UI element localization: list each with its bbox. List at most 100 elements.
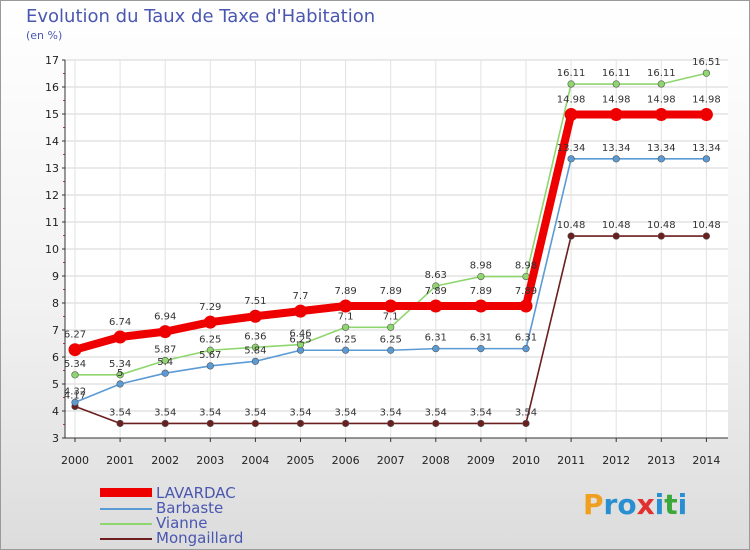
data-point-lavardac xyxy=(339,299,353,313)
data-label-vianne: 16.11 xyxy=(557,68,586,79)
data-label-vianne: 16.51 xyxy=(692,57,721,68)
x-tick-label: 2012 xyxy=(602,454,630,467)
legend-label-barbaste: Barbaste xyxy=(156,499,224,517)
x-tick-label: 2004 xyxy=(241,454,269,467)
data-point-lavardac xyxy=(384,299,398,313)
data-point-vianne xyxy=(387,323,395,331)
x-tick-label: 2014 xyxy=(692,454,720,467)
chart-subtitle: (en %) xyxy=(26,29,63,42)
data-point-vianne xyxy=(612,80,620,88)
x-tick-label: 2010 xyxy=(512,454,540,467)
x-tick-label: 2007 xyxy=(377,454,405,467)
data-point-mongaillard xyxy=(342,419,350,428)
data-point-mongaillard xyxy=(567,232,575,240)
data-point-barbaste xyxy=(702,155,711,163)
data-label-lavardac: 14.98 xyxy=(692,95,721,106)
legend-label-lavardac: LAVARDAC xyxy=(156,484,236,502)
data-label-barbaste: 6.25 xyxy=(380,334,402,345)
x-tick-label: 2005 xyxy=(287,454,315,467)
data-point-lavardac xyxy=(158,325,172,339)
data-label-barbaste: 13.34 xyxy=(647,143,676,154)
data-point-vianne xyxy=(206,346,214,354)
data-label-barbaste: 5.4 xyxy=(157,357,173,368)
y-tick-label: 6 xyxy=(52,351,59,364)
data-label-lavardac: 6.27 xyxy=(64,330,86,341)
logo-letter: P xyxy=(583,488,604,521)
data-point-barbaste xyxy=(161,369,169,377)
data-label-lavardac: 7.89 xyxy=(470,286,492,297)
data-label-mongaillard: 3.54 xyxy=(334,407,356,418)
legend-swatch-vianne xyxy=(100,523,152,525)
y-tick-label: 13 xyxy=(45,162,59,175)
data-point-barbaste xyxy=(522,345,530,353)
y-tick-label: 11 xyxy=(45,216,59,229)
data-point-lavardac xyxy=(519,299,533,313)
data-point-vianne xyxy=(251,343,259,351)
data-label-mongaillard: 3.54 xyxy=(470,407,492,418)
data-point-lavardac xyxy=(609,108,623,122)
data-point-barbaste xyxy=(612,155,620,163)
data-point-vianne xyxy=(342,323,350,331)
data-point-mongaillard xyxy=(387,419,395,428)
data-point-mongaillard xyxy=(477,419,485,428)
data-point-barbaste xyxy=(432,345,440,353)
data-label-barbaste: 6.31 xyxy=(425,333,447,344)
data-label-vianne: 6.46 xyxy=(289,329,311,340)
logo-letter: o xyxy=(617,488,637,521)
data-point-mongaillard xyxy=(116,419,124,428)
data-point-vianne xyxy=(657,80,665,88)
data-label-mongaillard: 3.54 xyxy=(154,407,176,418)
data-point-barbaste xyxy=(657,155,665,163)
data-label-lavardac: 7.7 xyxy=(293,291,309,302)
data-label-lavardac: 7.89 xyxy=(334,286,356,297)
data-label-mongaillard: 3.54 xyxy=(289,407,311,418)
x-tick-label: 2000 xyxy=(61,454,89,467)
data-point-barbaste xyxy=(567,155,575,163)
logo-letter: r xyxy=(603,488,618,521)
legend-swatch-barbaste xyxy=(100,508,152,510)
x-tick-label: 2006 xyxy=(332,454,360,467)
data-label-lavardac: 7.89 xyxy=(425,286,447,297)
x-tick-label: 2008 xyxy=(422,454,450,467)
x-tick-label: 2002 xyxy=(151,454,179,467)
data-label-mongaillard: 10.48 xyxy=(692,220,721,231)
legend-swatch-lavardac xyxy=(100,488,152,497)
data-point-vianne xyxy=(432,282,440,290)
data-label-vianne: 5.34 xyxy=(64,359,86,370)
data-label-vianne: 16.11 xyxy=(602,68,631,79)
data-point-vianne xyxy=(161,356,169,365)
legend-label-mongaillard: Mongaillard xyxy=(156,529,244,547)
data-point-mongaillard xyxy=(206,419,214,428)
legend-swatch-mongaillard xyxy=(100,538,152,540)
data-label-vianne: 8.98 xyxy=(470,261,492,272)
data-label-mongaillard: 10.48 xyxy=(557,220,586,231)
data-point-vianne xyxy=(702,69,711,77)
data-label-barbaste: 13.34 xyxy=(692,143,721,154)
logo-letter: i xyxy=(654,488,665,521)
y-tick-label: 7 xyxy=(52,324,59,337)
data-label-mongaillard: 3.54 xyxy=(380,407,402,418)
y-tick-label: 8 xyxy=(52,297,59,310)
data-label-mongaillard: 3.54 xyxy=(109,407,131,418)
data-label-mongaillard: 10.48 xyxy=(647,220,676,231)
data-label-barbaste: 5.84 xyxy=(244,345,266,356)
y-tick-label: 4 xyxy=(52,405,59,418)
y-tick-label: 3 xyxy=(52,432,59,445)
data-label-barbaste: 4.32 xyxy=(64,386,86,397)
data-label-barbaste: 6.25 xyxy=(334,334,356,345)
data-point-barbaste xyxy=(342,346,350,354)
data-point-mongaillard xyxy=(702,232,711,240)
data-point-mongaillard xyxy=(296,419,305,428)
logo-letter: i xyxy=(677,488,688,521)
data-label-lavardac: 14.98 xyxy=(647,95,676,106)
data-label-lavardac: 14.98 xyxy=(557,95,586,106)
y-tick-label: 9 xyxy=(52,270,59,283)
data-point-vianne xyxy=(567,80,575,88)
data-label-vianne: 7.1 xyxy=(338,311,354,322)
chart-title: Evolution du Taux de Taxe d'Habitation xyxy=(26,6,376,27)
data-point-lavardac xyxy=(248,309,262,323)
data-label-vianne: 8.63 xyxy=(425,270,447,281)
y-tick-label: 5 xyxy=(52,378,59,391)
data-label-mongaillard: 3.54 xyxy=(244,407,266,418)
